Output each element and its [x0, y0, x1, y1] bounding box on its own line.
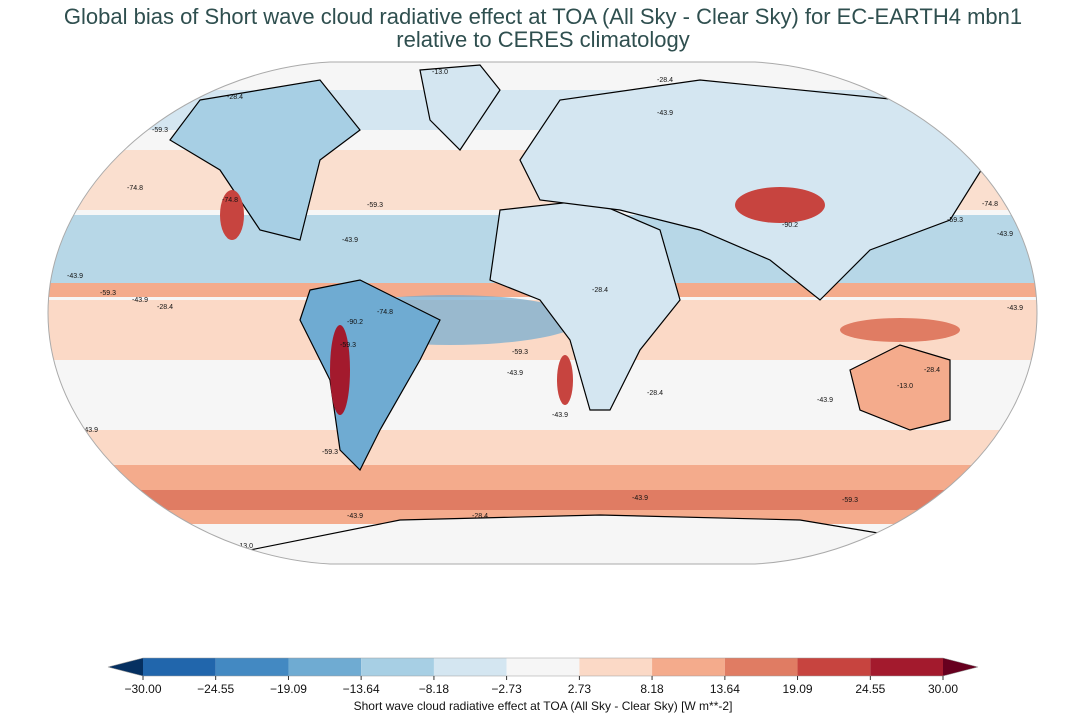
colorbar-segment	[797, 658, 871, 676]
contour-label: -43.9	[632, 495, 648, 502]
colorbar-tick-label: −13.64	[343, 682, 380, 696]
colorbar-tick-label: −24.55	[197, 682, 234, 696]
contour-label: -43.9	[1007, 305, 1023, 312]
colorbar-segment	[433, 658, 507, 676]
colorbar-label: Short wave cloud radiative effect at TOA…	[354, 699, 733, 713]
map-outline	[47, 61, 1038, 565]
contour-label: -28.4	[647, 390, 663, 397]
colorbar-segment	[215, 658, 289, 676]
colorbar-extend-high	[943, 658, 978, 676]
colorbar-segment	[288, 658, 362, 676]
contour-label: -43.9	[347, 513, 363, 520]
colorbar-tick-label: −30.00	[124, 682, 161, 696]
colorbar-tick-label: 13.64	[710, 682, 740, 696]
contour-label: -90.2	[782, 222, 798, 229]
colorbar-tick-label: 24.55	[855, 682, 885, 696]
contour-label: -28.4	[472, 513, 488, 520]
colorbar-tick-label: −19.09	[270, 682, 307, 696]
colorbar-tick-label: 2.73	[568, 682, 592, 696]
colorbar-segment	[652, 658, 725, 676]
contour-label: -59.3	[947, 217, 963, 224]
contour-label: -59.3	[152, 127, 168, 134]
colorbar-tick-label: −2.73	[491, 682, 522, 696]
colorbar-tick-label: 8.18	[640, 682, 664, 696]
contour-label: -74.8	[982, 201, 998, 208]
contour-label: -13.0	[897, 383, 913, 390]
colorbar: −30.00 −24.55 −19.09 −13.64 −8.18 −2.73 2.73 8.…	[107, 657, 979, 696]
contour-label: -59.3	[367, 202, 383, 209]
colorbar-extend-low	[108, 658, 143, 676]
colorbar-segment	[143, 658, 216, 676]
contour-label: -43.9	[997, 231, 1013, 238]
contour-label: -43.9	[82, 427, 98, 434]
contour-label: -59.3	[512, 349, 528, 356]
contour-label: -74.8	[222, 197, 238, 204]
contour-label: -28.4	[657, 77, 673, 84]
colorbar-segment	[506, 658, 580, 676]
title-line: relative to CERES climatology	[396, 27, 689, 52]
contour-label: -43.9	[132, 297, 148, 304]
colorbar-segment	[361, 658, 434, 676]
contour-label: -28.4	[227, 94, 243, 101]
contour-label: -28.4	[924, 367, 940, 374]
contour-label: -28.4	[592, 287, 608, 294]
colorbar-segment	[579, 658, 653, 676]
colorbar-segment	[870, 658, 943, 676]
contour-label: -74.8	[127, 185, 143, 192]
colorbar-segment	[724, 658, 798, 676]
contour-label: -74.8	[377, 309, 393, 316]
contour-label: -43.9	[657, 110, 673, 117]
colorbar-tick-label: 19.09	[783, 682, 813, 696]
colorbar-tick-label: 30.00	[928, 682, 958, 696]
contour-label: -59.3	[322, 449, 338, 456]
contour-label: -59.3	[842, 497, 858, 504]
contour-label: -59.3	[340, 342, 356, 349]
contour-label: -59.3	[100, 290, 116, 297]
title-line: Global bias of Short wave cloud radiativ…	[64, 4, 1022, 29]
contour-label: -43.9	[817, 397, 833, 404]
contour-label: -43.9	[507, 370, 523, 377]
colorbar-tick-label: −8.18	[419, 682, 450, 696]
contour-label: -13.0	[432, 69, 448, 76]
contour-label: -43.9	[552, 412, 568, 419]
contour-label: -28.4	[157, 304, 173, 311]
contour-label: -43.9	[67, 273, 83, 280]
map: -13.0 -28.4 -59.3 -74.8 -43.9 -59.3 -43.9 -28.4…	[48, 62, 1037, 564]
contour-label: -90.2	[347, 319, 363, 326]
contour-label: -13.0	[237, 543, 253, 550]
contour-label: -43.9	[342, 237, 358, 244]
